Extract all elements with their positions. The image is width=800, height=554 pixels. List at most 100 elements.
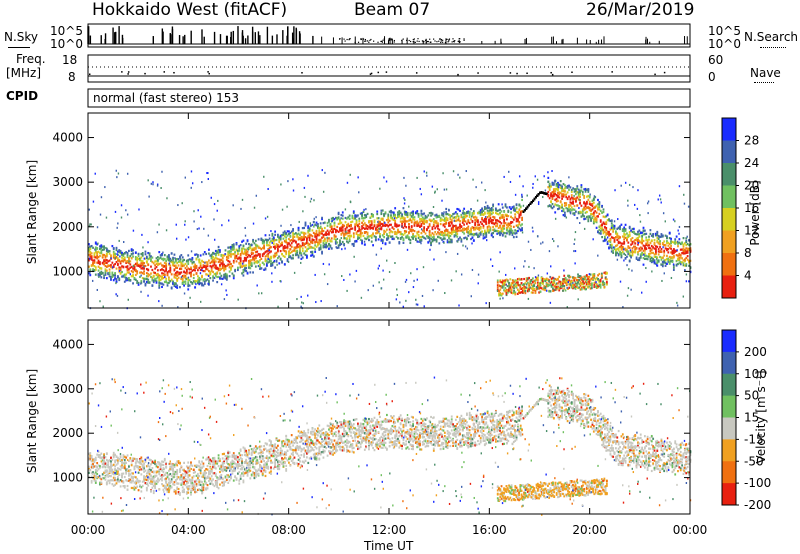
power-noise-cell: [89, 223, 91, 226]
power-cell: [531, 287, 534, 290]
nsearch-dot: [412, 41, 414, 43]
power-cell: [558, 196, 561, 199]
power-cell: [184, 276, 187, 280]
power-cell: [643, 247, 646, 250]
power-cell: [661, 265, 664, 268]
power-cell: [173, 264, 176, 267]
power-cell: [225, 278, 228, 281]
power-cell: [264, 250, 267, 253]
power-cell: [646, 239, 649, 242]
power-cell: [332, 229, 334, 232]
power-cell: [506, 289, 509, 292]
nsky-line-marker: [8, 47, 30, 48]
power-cell: [557, 204, 559, 207]
power-cell: [587, 215, 590, 218]
power-cell: [660, 248, 663, 251]
power-cell: [104, 264, 107, 268]
power-cell: [645, 257, 648, 260]
power-cell: [172, 257, 174, 261]
power-cell: [230, 253, 232, 256]
power-cell: [643, 245, 646, 248]
power-cell: [613, 227, 616, 230]
power-noise-cell: [445, 188, 448, 191]
power-cell: [574, 287, 577, 290]
power-cell: [245, 264, 248, 267]
power-cell: [481, 230, 483, 233]
power-cell: [686, 258, 689, 261]
power-cell: [277, 243, 279, 247]
power-cell: [308, 234, 311, 237]
power-cell: [579, 277, 582, 280]
power-cell: [628, 227, 631, 230]
power-cell: [503, 227, 506, 230]
power-cell: [566, 184, 569, 188]
power-cell: [660, 256, 663, 259]
power-cell: [145, 281, 148, 284]
power-cell: [125, 251, 128, 254]
power-cell: [249, 245, 252, 248]
power-noise-cell: [537, 203, 540, 206]
power-cell: [265, 238, 268, 241]
power-cell: [92, 268, 94, 271]
power-cell: [147, 251, 150, 255]
power-cell: [468, 231, 471, 234]
power-cell: [517, 211, 519, 214]
power-cell: [369, 224, 372, 227]
power-cell: [445, 222, 448, 225]
power-cell: [140, 252, 143, 256]
power-cell: [682, 252, 685, 255]
power-cell: [156, 263, 159, 266]
power-cell: [130, 248, 133, 251]
power-cell: [326, 239, 329, 242]
power-cell: [343, 233, 346, 236]
power-noise-cell: [140, 290, 142, 293]
power-cell: [648, 253, 650, 256]
power-cell: [430, 214, 432, 217]
power-cell: [268, 251, 271, 254]
power-cell: [471, 233, 474, 236]
power-cell: [587, 194, 590, 198]
power-cell: [362, 210, 365, 214]
power-cell: [217, 260, 220, 264]
power-cell: [270, 257, 272, 260]
freq-dot: [457, 73, 459, 76]
power-cell: [568, 286, 571, 289]
freq-dot: [611, 71, 613, 73]
power-cell: [275, 259, 278, 262]
power-cell: [274, 230, 277, 233]
power-cell: [141, 252, 144, 255]
power-cell: [594, 285, 597, 288]
power-cell: [492, 219, 495, 222]
power-cell: [539, 286, 542, 289]
power-cell: [361, 217, 363, 220]
power-cell: [406, 234, 409, 238]
power-cell: [581, 191, 584, 194]
power-cell: [623, 252, 626, 255]
power-cell: [392, 213, 395, 216]
power-cell: [361, 232, 363, 235]
power-cell: [115, 260, 118, 264]
power-cell: [585, 283, 588, 286]
power-cell: [144, 264, 147, 268]
power-cell: [384, 224, 387, 228]
power-cell: [466, 227, 468, 230]
power-cell: [339, 222, 341, 225]
power-cell: [605, 232, 608, 235]
power-cell: [155, 265, 158, 269]
power-cell: [567, 287, 569, 290]
power-cell: [559, 191, 562, 194]
power-cell: [464, 220, 467, 223]
power-cell: [580, 276, 583, 279]
power-noise-cell: [105, 216, 108, 219]
power-cell: [507, 230, 510, 233]
power-cell: [456, 230, 459, 233]
power-cell: [390, 209, 392, 213]
power-cell: [307, 234, 310, 237]
power-cell: [475, 218, 478, 221]
power-cell: [413, 221, 416, 224]
power-cell: [453, 212, 456, 215]
power-cell: [122, 259, 125, 262]
power-cell: [379, 220, 381, 224]
power-cell: [165, 262, 168, 265]
power-cell: [511, 229, 514, 232]
